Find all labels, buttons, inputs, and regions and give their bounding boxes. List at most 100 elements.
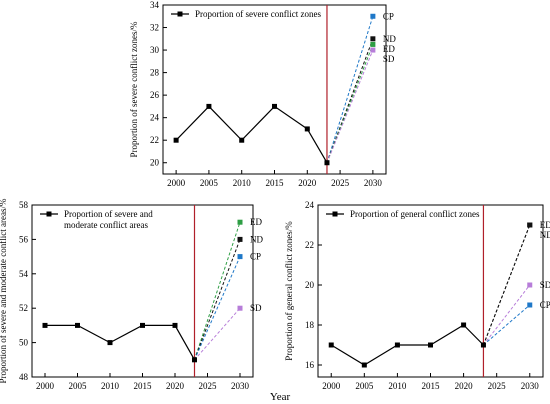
x-tick-label: 2005 [355,381,374,391]
scenario-marker-nd [237,236,243,242]
x-tick-label: 2010 [233,178,252,188]
x-tick-label: 2000 [322,381,341,391]
y-tick-label: 48 [19,372,29,382]
scenario-label-cp: CP [250,252,261,262]
x-tick-label: 2025 [199,381,218,391]
plot-frame [31,204,254,378]
y-tick-label: 28 [150,68,160,78]
history-marker [239,137,245,143]
history-marker [206,103,212,109]
scenario-label-sd: SD [250,303,262,313]
y-axis-label: Proportion of general conflict zones/% [284,221,294,361]
scenario-marker-sd [527,282,533,288]
scenario-label-nd: ND [540,230,550,240]
scenario-line-nd [482,224,531,346]
history-marker [361,362,367,368]
x-tick-label: 2010 [388,381,407,391]
scenario-marker-nd [527,222,533,228]
x-tick-label: 2015 [266,178,285,188]
scenario-label-nd: ND [250,234,263,244]
scenario-marker-ed [370,41,376,47]
legend-marker [177,11,183,17]
scenario-label-sd: SD [383,54,395,64]
x-tick-label: 2030 [231,381,250,391]
y-tick-label: 52 [19,303,28,313]
scenario-marker-ed [237,219,243,225]
x-tick-label: 2020 [166,381,185,391]
history-line [45,324,196,361]
legend-text: Proportion of severe and [64,209,153,219]
history-marker [192,357,197,363]
history-marker [272,103,277,109]
y-tick-label: 58 [19,200,29,210]
scenario-marker-cp [237,254,243,260]
history-marker [75,322,80,328]
history-line [330,324,484,366]
scenario-label-sd: SD [540,280,550,290]
y-tick-label: 20 [150,158,160,168]
scenario-marker-cp [370,13,376,19]
history-marker [394,342,400,348]
y-axis-label: Proportion of severe and moderate confli… [0,198,8,383]
history-marker [324,160,330,166]
scenario-line-ed [326,44,374,163]
scenario-line-cp [194,256,241,361]
history-marker [328,342,334,348]
shared-x-axis-label: Year [270,391,291,403]
chart-panel-2: 2000 2005 2010 2015 2020 2025 2030 48 50 52 54 56 58… [0,198,263,391]
y-tick-label: 16 [305,360,315,370]
history-marker [42,322,48,328]
scenario-marker-nd [370,36,376,42]
history-marker [172,322,178,328]
scenario-line-nd [326,38,374,163]
y-tick-label: 24 [150,113,160,123]
scenario-marker-sd [370,47,376,53]
history-line [175,105,328,164]
x-tick-label: 2025 [488,381,507,391]
history-marker [304,126,310,132]
y-tick-label: 20 [305,280,315,290]
y-tick-label: 22 [150,135,159,145]
history-marker [173,137,179,143]
scenario-marker-sd [237,305,243,311]
scenario-line-ed [194,222,241,360]
x-tick-label: 2015 [134,381,153,391]
y-tick-label: 22 [305,240,314,250]
scenario-line-sd [483,284,531,346]
scenario-label-cp: CP [383,11,394,21]
scenario-marker-cp [527,302,533,308]
history-marker [461,322,467,328]
y-tick-label: 54 [19,269,29,279]
scenario-line-ed [482,224,531,346]
scenario-label-ed: ED [540,220,550,230]
legend-text: Proportion of severe conflict zones [195,9,321,19]
y-axis-label: Proportion of severe conflict zones/% [129,21,139,157]
y-tick-label: 56 [19,234,29,244]
x-tick-label: 2000 [36,381,55,391]
y-tick-label: 18 [305,320,315,330]
history-marker [140,322,145,328]
x-tick-label: 2000 [167,178,186,188]
x-tick-label: 2005 [200,178,219,188]
x-tick-label: 2025 [331,178,350,188]
scenario-label-nd: ND [383,34,396,44]
scenario-line-cp [483,304,531,346]
scenario-label-ed: ED [250,217,262,227]
scenario-line-sd [194,307,241,361]
y-tick-label: 26 [150,90,160,100]
x-tick-label: 2030 [521,381,540,391]
legend-marker [332,211,338,217]
plot-frame [162,4,387,175]
x-tick-label: 2020 [455,381,474,391]
scenario-line-cp [326,16,374,163]
scenario-label-ed: ED [383,44,395,54]
x-tick-label: 2010 [101,381,120,391]
y-tick-label: 50 [19,338,29,348]
x-tick-label: 2015 [422,381,441,391]
history-marker [107,340,113,346]
legend-text: Proportion of general conflict zones [350,209,480,219]
x-tick-label: 2030 [364,178,383,188]
chart-panel-1: 2000 2005 2010 2015 2020 2025 2030 20 22 24 26 28 30… [129,0,396,188]
history-marker [428,342,433,348]
